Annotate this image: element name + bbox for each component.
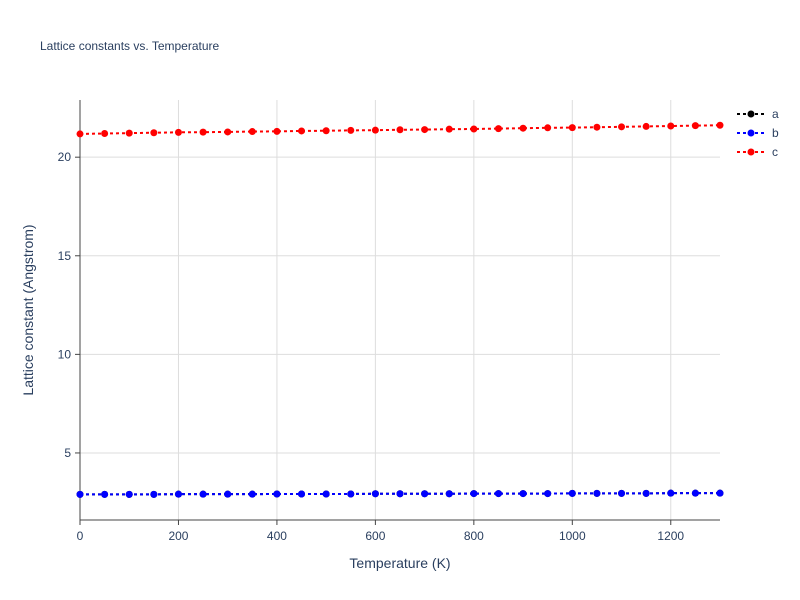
data-point-b[interactable]: [248, 490, 256, 498]
data-point-b[interactable]: [568, 489, 576, 497]
data-point-b[interactable]: [691, 489, 699, 497]
y-tick-label: 10: [58, 347, 72, 361]
legend-label: b: [772, 126, 779, 140]
legend-swatch-marker: [747, 148, 755, 156]
data-point-b[interactable]: [494, 490, 502, 498]
y-tick-label: 15: [58, 249, 72, 263]
data-point-c[interactable]: [322, 127, 330, 135]
x-tick-label: 1000: [559, 529, 586, 543]
data-point-b[interactable]: [273, 490, 281, 498]
x-tick-label: 1200: [657, 529, 684, 543]
data-point-c[interactable]: [618, 123, 626, 131]
legend-item-c[interactable]: c: [737, 145, 778, 159]
data-point-b[interactable]: [298, 490, 306, 498]
data-point-c[interactable]: [298, 127, 306, 135]
data-point-c[interactable]: [445, 125, 453, 133]
data-point-c[interactable]: [125, 129, 133, 137]
data-point-b[interactable]: [76, 490, 84, 498]
data-point-b[interactable]: [519, 490, 527, 498]
data-point-b[interactable]: [347, 490, 355, 498]
y-tick-label: 20: [58, 150, 72, 164]
x-tick-label: 800: [464, 529, 484, 543]
data-point-b[interactable]: [445, 490, 453, 498]
data-point-b[interactable]: [150, 490, 158, 498]
data-point-c[interactable]: [371, 126, 379, 134]
x-tick-label: 0: [77, 529, 84, 543]
tick-labels: 0 200 400 600 800 1000 1200 5 10 15 20: [58, 150, 685, 543]
data-point-b[interactable]: [174, 490, 182, 498]
data-point-c[interactable]: [470, 125, 478, 133]
data-point-c[interactable]: [199, 128, 207, 136]
x-tick-label: 600: [365, 529, 385, 543]
x-axis-title: Temperature (K): [349, 555, 450, 571]
x-tick-label: 200: [168, 529, 188, 543]
legend-item-a[interactable]: a: [737, 107, 779, 121]
data-point-c[interactable]: [421, 126, 429, 134]
data-point-c[interactable]: [273, 127, 281, 135]
data-point-b[interactable]: [716, 489, 724, 497]
data-point-b[interactable]: [224, 490, 232, 498]
series-b[interactable]: [76, 489, 724, 498]
y-axis-title: Lattice constant (Angstrom): [20, 224, 36, 395]
series-c[interactable]: [76, 121, 724, 138]
data-point-b[interactable]: [125, 490, 133, 498]
data-point-c[interactable]: [150, 129, 158, 137]
data-point-c[interactable]: [101, 130, 109, 138]
legend-label: a: [772, 107, 779, 121]
axes: [79, 100, 720, 521]
data-point-c[interactable]: [224, 128, 232, 136]
data-point-c[interactable]: [248, 128, 256, 136]
data-point-b[interactable]: [593, 489, 601, 497]
data-point-b[interactable]: [322, 490, 330, 498]
data-point-b[interactable]: [396, 490, 404, 498]
data-point-b[interactable]: [101, 490, 109, 498]
chart-title: Lattice constants vs. Temperature: [40, 39, 220, 53]
legend[interactable]: abc: [737, 107, 779, 159]
data-point-b[interactable]: [371, 490, 379, 498]
legend-label: c: [772, 145, 778, 159]
data-point-c[interactable]: [691, 122, 699, 130]
y-tick-label: 5: [64, 446, 71, 460]
data-point-b[interactable]: [544, 490, 552, 498]
data-point-c[interactable]: [642, 122, 650, 130]
data-point-c[interactable]: [76, 130, 84, 138]
legend-swatch-marker: [747, 129, 755, 137]
data-point-b[interactable]: [642, 489, 650, 497]
x-tick-label: 400: [267, 529, 287, 543]
data-point-b[interactable]: [421, 490, 429, 498]
legend-swatch-marker: [747, 110, 755, 118]
data-point-c[interactable]: [716, 121, 724, 129]
data-point-c[interactable]: [544, 124, 552, 132]
data-point-c[interactable]: [174, 128, 182, 136]
grid: [80, 100, 720, 520]
legend-item-b[interactable]: b: [737, 126, 779, 140]
data-point-c[interactable]: [593, 123, 601, 131]
data-point-b[interactable]: [618, 489, 626, 497]
data-point-c[interactable]: [667, 122, 675, 130]
data-point-c[interactable]: [519, 124, 527, 132]
data-point-c[interactable]: [568, 124, 576, 132]
data-point-c[interactable]: [396, 126, 404, 134]
data-point-c[interactable]: [494, 125, 502, 133]
plot-area[interactable]: [76, 121, 724, 498]
data-point-b[interactable]: [199, 490, 207, 498]
data-point-b[interactable]: [470, 490, 478, 498]
data-point-b[interactable]: [667, 489, 675, 497]
data-point-c[interactable]: [347, 126, 355, 134]
